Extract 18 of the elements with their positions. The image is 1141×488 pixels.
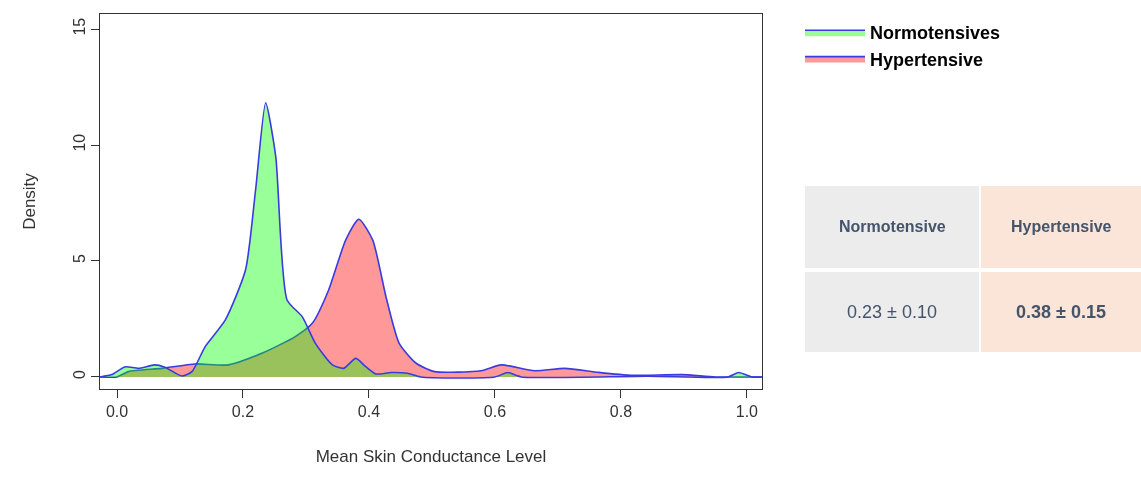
x-tick-label: 0.2 (231, 403, 255, 421)
x-tick-label: 0.6 (483, 403, 507, 421)
text: Hypertensive (1011, 218, 1112, 235)
y-tick-label: 5 (70, 254, 88, 264)
legend-label: Hypertensive (870, 49, 984, 70)
x-tick-label: 1.0 (735, 403, 759, 421)
text: 0.38 ± 0.15 (1016, 302, 1106, 322)
x-tick-label: 0.8 (609, 403, 633, 421)
y-tick-label: 15 (70, 17, 88, 36)
y-axis-title: Density (20, 172, 40, 230)
x-tick-label: 0.0 (105, 403, 129, 421)
y-tick-label: 10 (70, 133, 88, 152)
text: Normotensive (839, 218, 946, 235)
x-axis-title: Mean Skin Conductance Level (315, 446, 547, 466)
legend-label: Normotensives (870, 23, 1001, 44)
x-tick-label: 0.4 (357, 403, 381, 421)
y-tick-label: 0 (70, 369, 88, 379)
text: 0.23 ± 0.10 (847, 302, 937, 322)
